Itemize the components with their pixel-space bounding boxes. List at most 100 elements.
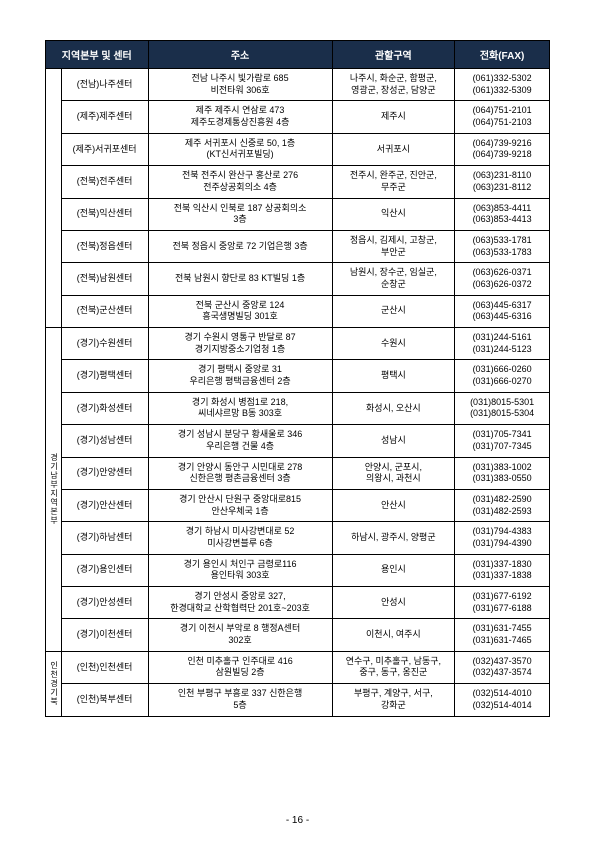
header-row: 지역본부 및 센터 주소 관할구역 전화(FAX) <box>46 41 550 69</box>
table-row: (전북)익산센터전북 익산시 인북로 187 상공회의소3층익산시(063)85… <box>46 198 550 230</box>
table-row: (경기)용인센터경기 용인시 처인구 금령로116용인타워 303호용인시(03… <box>46 554 550 586</box>
table-row: (경기)이천센터경기 이천시 부악로 8 행정A센터302호이천시, 여주시(0… <box>46 619 550 651</box>
center-cell: (전북)군산센터 <box>61 295 148 327</box>
area-cell: 수원시 <box>332 328 455 360</box>
table-row: 인천경기북(인천)인천센터인천 미추홀구 인주대로 416삼원빌딩 2층연수구,… <box>46 651 550 683</box>
center-cell: (인천)인천센터 <box>61 651 148 683</box>
table-row: (경기)안양센터경기 안양시 동안구 시민대로 278신한은행 평촌금융센터 3… <box>46 457 550 489</box>
address-cell: 전북 익산시 인북로 187 상공회의소3층 <box>148 198 332 230</box>
phone-cell: (031)677-6192(031)677-6188 <box>455 587 550 619</box>
phone-cell: (031)244-5161(031)244-5123 <box>455 328 550 360</box>
table-row: (인천)북부센터인천 부평구 부흥로 337 신한은행5층부평구, 계양구, 서… <box>46 684 550 716</box>
region-label <box>46 69 62 328</box>
address-cell: 경기 이천시 부악로 8 행정A센터302호 <box>148 619 332 651</box>
address-cell: 인천 미추홀구 인주대로 416삼원빌딩 2층 <box>148 651 332 683</box>
area-cell: 용인시 <box>332 554 455 586</box>
area-cell: 제주시 <box>332 101 455 133</box>
phone-cell: (031)337-1830(031)337-1838 <box>455 554 550 586</box>
center-cell: (경기)이천센터 <box>61 619 148 651</box>
table-row: (경기)하남센터경기 하남시 미사강변대로 52미사강변블루 6층하남시, 광주… <box>46 522 550 554</box>
address-cell: 전북 정읍시 중앙로 72 기업은행 3층 <box>148 230 332 262</box>
address-cell: 전북 남원시 향단로 83 KT빌딩 1층 <box>148 263 332 295</box>
phone-cell: (031)383-1002(031)383-0550 <box>455 457 550 489</box>
area-cell: 전주시, 완주군, 진안군,무주군 <box>332 166 455 198</box>
area-cell: 이천시, 여주시 <box>332 619 455 651</box>
area-cell: 안성시 <box>332 587 455 619</box>
header-area: 관할구역 <box>332 41 455 69</box>
address-cell: 전북 전주시 완산구 홍산로 276전주상공회의소 4층 <box>148 166 332 198</box>
area-cell: 서귀포시 <box>332 133 455 165</box>
phone-cell: (063)445-6317(063)445-6316 <box>455 295 550 327</box>
area-cell: 하남시, 광주시, 양평군 <box>332 522 455 554</box>
address-cell: 제주 서귀포시 신중로 50, 1층(KT신서귀포빌딩) <box>148 133 332 165</box>
area-cell: 남원시, 장수군, 임실군,순창군 <box>332 263 455 295</box>
area-cell: 안산시 <box>332 489 455 521</box>
area-cell: 정읍시, 김제시, 고창군,부안군 <box>332 230 455 262</box>
area-cell: 안양시, 군포시,의왕시, 과천시 <box>332 457 455 489</box>
phone-cell: (031)631-7455(031)631-7465 <box>455 619 550 651</box>
table-row: (전북)군산센터전북 군산시 중앙로 124흥국생명빌딩 301호군산시(063… <box>46 295 550 327</box>
address-cell: 인천 부평구 부흥로 337 신한은행5층 <box>148 684 332 716</box>
phone-cell: (064)739-9216(064)739-9218 <box>455 133 550 165</box>
phone-cell: (061)332-5302(061)332-5309 <box>455 69 550 101</box>
area-cell: 성남시 <box>332 425 455 457</box>
phone-cell: (031)794-4383(031)794-4390 <box>455 522 550 554</box>
center-cell: (경기)하남센터 <box>61 522 148 554</box>
phone-cell: (063)231-8110(063)231-8112 <box>455 166 550 198</box>
address-cell: 경기 안성시 중앙로 327,한경대학교 산학협력단 201호~203호 <box>148 587 332 619</box>
phone-cell: (031)8015-5301(031)8015-5304 <box>455 392 550 424</box>
center-cell: (전북)남원센터 <box>61 263 148 295</box>
center-cell: (경기)용인센터 <box>61 554 148 586</box>
address-cell: 경기 수원시 영통구 반달로 87경기지방중소기업청 1층 <box>148 328 332 360</box>
phone-cell: (031)705-7341(031)707-7345 <box>455 425 550 457</box>
address-cell: 경기 화성시 병점1로 218,씨네샤르망 B동 303호 <box>148 392 332 424</box>
area-cell: 연수구, 미추홀구, 남동구,중구, 동구, 옹진군 <box>332 651 455 683</box>
directory-table: 지역본부 및 센터 주소 관할구역 전화(FAX) (전남)나주센터전남 나주시… <box>45 40 550 717</box>
address-cell: 경기 평택시 중앙로 31우리은행 평택금융센터 2층 <box>148 360 332 392</box>
center-cell: (경기)수원센터 <box>61 328 148 360</box>
address-cell: 경기 안산시 단원구 중앙대로815안산우체국 1층 <box>148 489 332 521</box>
table-row: (전북)정읍센터전북 정읍시 중앙로 72 기업은행 3층정읍시, 김제시, 고… <box>46 230 550 262</box>
address-cell: 경기 하남시 미사강변대로 52미사강변블루 6층 <box>148 522 332 554</box>
center-cell: (경기)화성센터 <box>61 392 148 424</box>
area-cell: 부평구, 계양구, 서구,강화군 <box>332 684 455 716</box>
table-row: (전남)나주센터전남 나주시 빛가람로 685비전타워 306호나주시, 화순군… <box>46 69 550 101</box>
address-cell: 제주 제주시 연삼로 473제주도경제통상진흥원 4층 <box>148 101 332 133</box>
area-cell: 나주시, 화순군, 함평군,영광군, 장성군, 담양군 <box>332 69 455 101</box>
phone-cell: (063)853-4411(063)853-4413 <box>455 198 550 230</box>
address-cell: 경기 성남시 분당구 황새울로 346우리은행 건물 4층 <box>148 425 332 457</box>
table-row: (경기)성남센터경기 성남시 분당구 황새울로 346우리은행 건물 4층성남시… <box>46 425 550 457</box>
table-row: (제주)서귀포센터제주 서귀포시 신중로 50, 1층(KT신서귀포빌딩)서귀포… <box>46 133 550 165</box>
center-cell: (경기)안양센터 <box>61 457 148 489</box>
center-cell: (인천)북부센터 <box>61 684 148 716</box>
header-phone: 전화(FAX) <box>455 41 550 69</box>
center-cell: (전남)나주센터 <box>61 69 148 101</box>
region-label: 인천경기북 <box>46 651 62 716</box>
phone-cell: (064)751-2101(064)751-2103 <box>455 101 550 133</box>
table-row: (경기)안성센터경기 안성시 중앙로 327,한경대학교 산학협력단 201호~… <box>46 587 550 619</box>
center-cell: (경기)성남센터 <box>61 425 148 457</box>
table-row: (경기)평택센터경기 평택시 중앙로 31우리은행 평택금융센터 2층평택시(0… <box>46 360 550 392</box>
table-row: (제주)제주센터제주 제주시 연삼로 473제주도경제통상진흥원 4층제주시(0… <box>46 101 550 133</box>
center-cell: (전북)전주센터 <box>61 166 148 198</box>
address-cell: 경기 용인시 처인구 금령로116용인타워 303호 <box>148 554 332 586</box>
table-row: (경기)화성센터경기 화성시 병점1로 218,씨네샤르망 B동 303호화성시… <box>46 392 550 424</box>
header-address: 주소 <box>148 41 332 69</box>
phone-cell: (063)626-0371(063)626-0372 <box>455 263 550 295</box>
area-cell: 평택시 <box>332 360 455 392</box>
header-center: 지역본부 및 센터 <box>46 41 149 69</box>
area-cell: 군산시 <box>332 295 455 327</box>
address-cell: 전북 군산시 중앙로 124흥국생명빌딩 301호 <box>148 295 332 327</box>
page-number: - 16 - <box>0 815 595 826</box>
region-label: 경기남부지역본부 <box>46 328 62 652</box>
center-cell: (경기)안산센터 <box>61 489 148 521</box>
address-cell: 전남 나주시 빛가람로 685비전타워 306호 <box>148 69 332 101</box>
center-cell: (제주)서귀포센터 <box>61 133 148 165</box>
area-cell: 익산시 <box>332 198 455 230</box>
center-cell: (전북)정읍센터 <box>61 230 148 262</box>
center-cell: (전북)익산센터 <box>61 198 148 230</box>
table-row: (경기)안산센터경기 안산시 단원구 중앙대로815안산우체국 1층안산시(03… <box>46 489 550 521</box>
phone-cell: (031)666-0260(031)666-0270 <box>455 360 550 392</box>
center-cell: (제주)제주센터 <box>61 101 148 133</box>
table-row: 경기남부지역본부(경기)수원센터경기 수원시 영통구 반달로 87경기지방중소기… <box>46 328 550 360</box>
